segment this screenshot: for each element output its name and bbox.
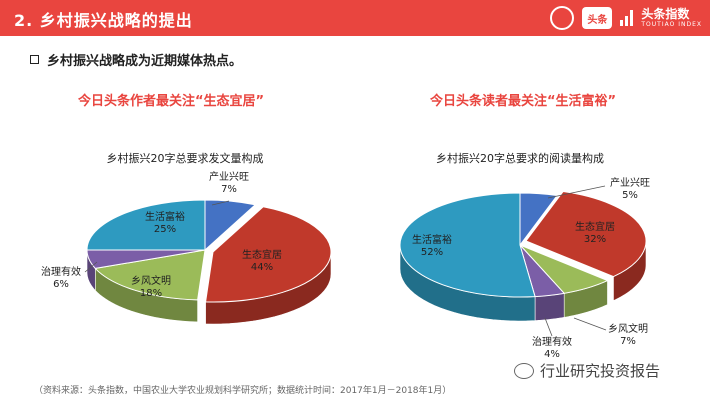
caption-left: 今日头条作者最关注“生态宜居”	[78, 94, 265, 109]
caption-right: 今日头条读者最关注“生活富裕”	[430, 94, 617, 109]
pie-0-value-2: 18%	[140, 288, 162, 299]
watermark-text: 行业研究投资报告	[540, 362, 661, 380]
pie-title-1: 乡村振兴20字总要求的阅读量构成	[436, 151, 604, 165]
pie-1-slice-1	[525, 191, 647, 278]
brand-sub: TOUTIAO INDEX	[641, 21, 702, 28]
pie-1-value-3: 4%	[544, 349, 560, 360]
subtitle-text: 乡村振兴战略成为近期媒体热点。	[47, 54, 243, 69]
pie-1-value-2: 7%	[620, 336, 636, 347]
logo-group: 头条 头条指数 TOUTIAO INDEX	[550, 4, 702, 32]
brand-logo: 头条指数 TOUTIAO INDEX	[641, 8, 702, 28]
university-seal-icon	[550, 6, 575, 30]
pie-1	[399, 191, 647, 322]
pie-1-leader-0	[547, 185, 606, 199]
source-footnote: （资料来源：头条指数，中国农业大学农业规划科学研究所；数据统计时间：2017年1…	[34, 386, 452, 396]
pie-0-label-3: 治理有效	[41, 265, 81, 278]
pie-0-slice-2	[94, 249, 206, 301]
header-bar: 2. 乡村振兴战略的提出 头条 头条指数 TOUTIAO INDEX	[0, 0, 710, 36]
pie-0-slice-4	[86, 199, 206, 251]
wechat-icon	[514, 362, 534, 379]
pie-0-leader-0	[211, 200, 230, 206]
pie-1-leader-3	[544, 317, 553, 337]
pie-0-value-4: 25%	[154, 224, 176, 235]
brand-name: 头条指数	[641, 7, 690, 21]
pie-1-label-2: 乡风文明	[608, 322, 648, 335]
watermark: 行业研究投资报告	[514, 360, 660, 381]
pie-1-slice-4	[399, 192, 536, 298]
pie-1-side-3	[534, 292, 565, 321]
pie-0-label-0: 产业兴旺	[209, 170, 249, 183]
pie-1-label-1: 生态宜居	[575, 220, 615, 233]
pie-0-value-3: 6%	[53, 279, 69, 290]
pie-1-label-4: 生活富裕	[412, 233, 452, 246]
pie-1-label-3: 治理有效	[532, 335, 572, 348]
pie-1-value-4: 52%	[421, 247, 443, 258]
toutiao-logo: 头条	[582, 7, 613, 29]
pie-0-leader-3	[84, 261, 98, 273]
pie-1-label-0: 产业兴旺	[610, 176, 650, 189]
pie-1-value-0: 5%	[622, 190, 638, 201]
pie-0-label-4: 生活富裕	[145, 210, 185, 223]
page-title: 2. 乡村振兴战略的提出	[14, 11, 193, 30]
pie-0	[86, 199, 332, 325]
square-bullet-icon	[30, 55, 39, 64]
pie-0-value-1: 44%	[251, 262, 273, 273]
pie-0-label-1: 生态宜居	[242, 248, 282, 261]
pie-0-value-0: 7%	[221, 184, 237, 195]
pie-0-label-2: 乡风文明	[131, 274, 171, 287]
pie-1-value-1: 32%	[584, 234, 606, 245]
pie-title-0: 乡村振兴20字总要求发文量构成	[107, 151, 264, 165]
section-subtitle: 乡村振兴战略成为近期媒体热点。	[30, 50, 242, 69]
bar-chart-icon	[620, 10, 634, 26]
pie-1-leader-2	[573, 317, 607, 331]
pie-0-slice-1	[205, 206, 332, 303]
